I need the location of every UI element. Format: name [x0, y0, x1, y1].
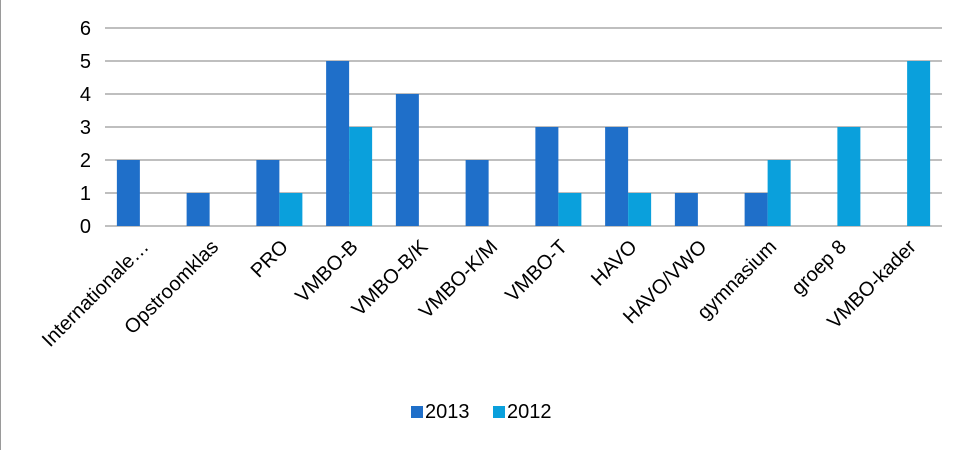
x-tick-label: VMBO-T — [501, 236, 572, 307]
y-tick-label: 5 — [80, 51, 91, 73]
bar-2013-4 — [395, 94, 419, 226]
x-tick-label: groep 8 — [787, 236, 851, 300]
y-tick-label: 1 — [80, 183, 91, 205]
legend-swatch-2012 — [493, 406, 505, 418]
legend-label: 2012 — [507, 401, 552, 423]
bar-2012-11 — [907, 61, 931, 226]
bar-2012-3 — [349, 127, 373, 226]
bar-2013-2 — [256, 160, 280, 226]
bar-2013-1 — [186, 193, 210, 226]
y-tick-label: 2 — [80, 150, 91, 172]
x-tick-label: PRO — [247, 236, 293, 282]
y-tick-label: 0 — [80, 216, 91, 238]
bar-2013-9 — [744, 193, 768, 226]
y-tick-label: 6 — [80, 18, 91, 40]
bar-2012-7 — [628, 193, 652, 226]
x-tick-label: HAVO — [587, 236, 642, 291]
bar-2012-10 — [837, 127, 861, 226]
x-tick-label: VMBO-B — [291, 236, 362, 307]
bar-2013-8 — [674, 193, 698, 226]
y-tick-label: 3 — [80, 117, 91, 139]
bar-2012-6 — [558, 193, 582, 226]
legend-label: 2013 — [425, 401, 470, 423]
bar-2012-9 — [767, 160, 791, 226]
legend-swatch-2013 — [411, 406, 423, 418]
bar-2013-7 — [605, 127, 629, 226]
bar-2012-2 — [279, 193, 303, 226]
bar-2013-0 — [116, 160, 140, 226]
bar-2013-3 — [326, 61, 350, 226]
y-tick-label: 4 — [80, 84, 91, 106]
bar-2013-6 — [535, 127, 559, 226]
bar-2013-5 — [465, 160, 489, 226]
